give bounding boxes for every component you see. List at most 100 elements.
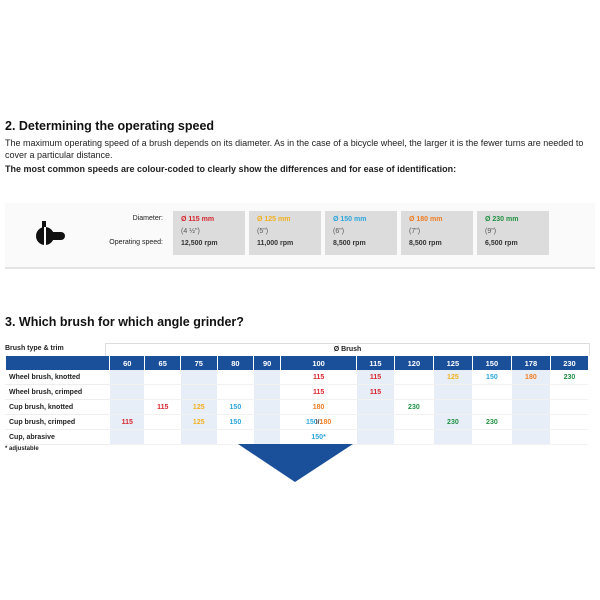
table-cell: 115 [108,414,145,430]
cell-value: 150/180 [305,418,332,426]
row-label: Cup, abrasive [5,429,110,445]
table-cell [510,414,551,430]
card-speed: 8,500 rpm [333,240,366,247]
card-diameter: Ø 150 mm [333,216,367,223]
table-cell [356,414,395,430]
diameter-label: Diameter: [132,215,163,222]
column-header: 90 [253,356,281,370]
table-row: Cup brush, knotted 115 125 150 180 230 [5,399,588,415]
table-cell [393,370,434,385]
table-cell [216,370,254,385]
card-inch: (9") [485,228,497,235]
column-header: 100 [280,356,357,370]
brush-table: 60 65 75 80 90 100 115 120 125 150 178 230 Wheel bru… [5,356,588,445]
table-row: Wheel brush, crimped 115 115 [5,384,588,400]
table-cell [471,399,512,415]
table-cell: 150* [280,429,357,445]
header-blank [5,356,110,370]
table-row: Cup, abrasive 150* [5,429,588,445]
table-cell: 230 [471,414,512,430]
row-label: Cup brush, knotted [5,399,110,415]
table-cell [144,370,181,385]
table-cell [179,370,218,385]
table-cell [108,384,145,400]
cell-value: 115 [121,418,133,426]
table-cell: 150 [216,414,254,430]
table-cell [356,399,395,415]
column-header: 120 [393,356,434,370]
table-cell [216,384,254,400]
table-cell [108,370,145,385]
card-speed: 6,500 rpm [485,240,518,247]
column-header: 75 [179,356,218,370]
speed-panel: Diameter: Operating speed: Ø 115 mm (4 ½"… [5,203,595,269]
row-label: Wheel brush, knotted [5,370,110,385]
card-speed: 11,000 rpm [257,240,294,247]
column-header: 230 [549,356,588,370]
column-header: 178 [510,356,551,370]
cell-value: 115 [369,388,382,396]
speed-card: Ø 150 mm (6") 8,500 rpm [325,211,397,255]
card-inch: (5") [257,228,269,235]
cell-value: 230 [408,403,420,411]
speed-card: Ø 115 mm (4 ½") 12,500 rpm [173,211,245,255]
row-label: Cup brush, crimped [5,414,110,430]
speed-card: Ø 230 mm (9") 6,500 rpm [477,211,549,255]
table-cell [510,429,551,445]
table-cell [179,429,218,445]
cell-value: 115 [157,403,169,411]
cell-value: 125 [192,403,205,411]
table-cell: 115 [356,384,395,400]
speed-card: Ø 180 mm (7") 8,500 rpm [401,211,473,255]
card-inch: (7") [409,228,421,235]
table-cell [253,384,281,400]
table-cell [393,384,434,400]
table-cell [471,384,512,400]
table-cell [471,429,512,445]
down-arrow-icon [238,444,353,482]
table-cell [432,384,473,400]
table-cell: 180 [280,399,357,415]
angle-grinder-icon [36,221,65,245]
cell-value: 125 [192,418,205,426]
footnote: * adjustable [5,446,39,452]
speed-card: Ø 125 mm (5") 11,000 rpm [249,211,321,255]
table-cell [179,384,218,400]
card-diameter: Ø 180 mm [409,216,443,223]
cell-value: 230 [447,418,459,426]
table-cell: 180 [510,370,551,385]
table-cell: 125 [179,399,218,415]
table-cell: 230 [549,370,588,385]
table-row: Cup brush, crimped 115 125 150 150/180 230 230 [5,414,588,430]
table-cell [549,399,588,415]
table-cell [108,399,145,415]
card-speed: 12,500 rpm [181,240,218,247]
card-inch: (4 ½") [181,228,200,235]
card-diameter: Ø 115 mm [181,216,215,223]
table-cell [356,429,395,445]
cell-value: 230 [563,373,576,381]
column-header: 115 [356,356,395,370]
column-header: 150 [471,356,512,370]
cell-value: 115 [369,373,382,381]
table-cell: 115 [280,370,357,385]
table-cell: 115 [280,384,357,400]
cell-value: 115 [312,388,325,396]
cell-value: 150 [229,418,242,426]
table-cell: 115 [356,370,395,385]
table-cell [393,429,434,445]
table-cell [432,399,473,415]
table-cell: 150 [471,370,512,385]
table-cell [549,384,588,400]
cell-value: 150* [311,433,326,441]
table-cell: 115 [144,399,181,415]
cell-value: 180 [312,403,325,411]
column-group-header: Ø Brush [105,343,590,356]
table-cell [549,429,588,445]
table-cell [510,384,551,400]
cell-value: 115 [312,373,325,381]
table-cell [253,414,281,430]
card-inch: (6") [333,228,345,235]
cell-value: 150 [229,403,242,411]
row-header: Brush type & trim [5,345,64,352]
